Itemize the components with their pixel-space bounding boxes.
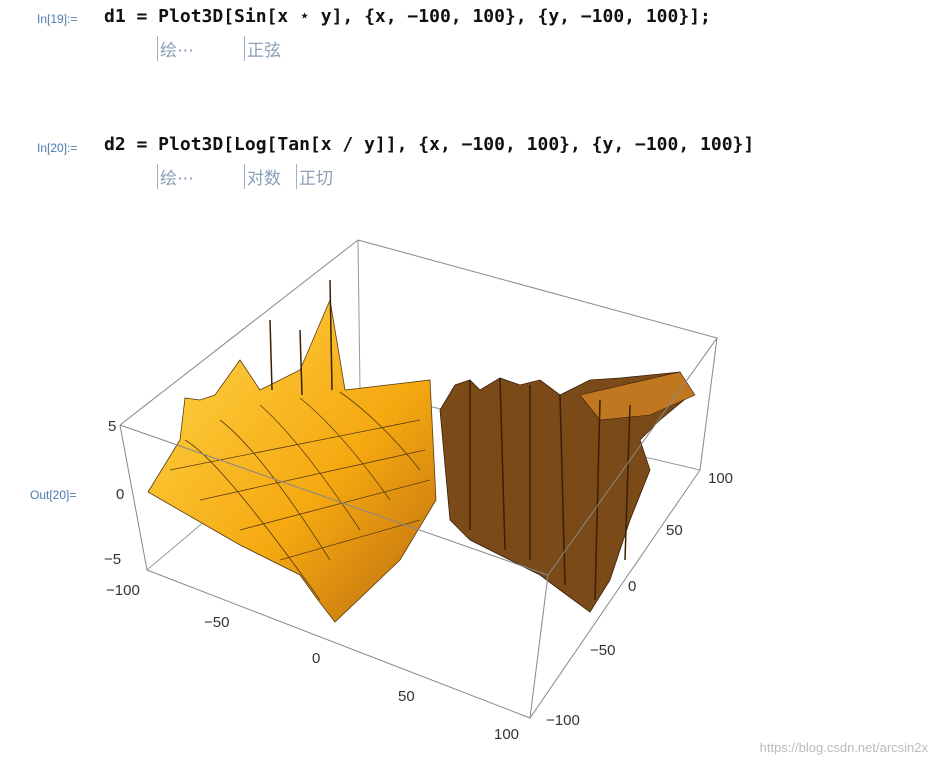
box-front (119, 239, 718, 719)
spikes (269, 279, 631, 601)
surface-smooth (147, 298, 437, 623)
hint[interactable]: 绘⋯ (157, 36, 194, 61)
watermark: https://blog.csdn.net/arcsin2x (759, 740, 928, 755)
mesh (169, 391, 431, 601)
x-tick-label: −100 (106, 582, 140, 599)
y-tick-label: 0 (628, 578, 637, 595)
input-code[interactable]: d1 = Plot3D[Sin[x ⋆ y], {x, −100, 100}, … (104, 6, 711, 27)
z-tick-label: 0 (116, 486, 125, 503)
x-tick-label: 100 (494, 726, 520, 743)
input-code[interactable]: d2 = Plot3D[Log[Tan[x / y]], {x, −100, 1… (104, 134, 755, 155)
surface-ridge (579, 371, 696, 421)
input-label: In[19]:= (37, 12, 78, 26)
z-tick-label: 5 (108, 418, 117, 435)
x-tick-label: −50 (204, 614, 230, 631)
y-tick-label: 50 (666, 522, 683, 539)
hint[interactable]: 正弦 (244, 36, 281, 61)
z-tick-label: −5 (104, 551, 122, 568)
input-label: In[20]:= (37, 141, 78, 155)
hint[interactable]: 绘⋯ (157, 164, 194, 189)
output-label: Out[20]= (30, 488, 77, 502)
x-tick-label: 50 (398, 688, 415, 705)
x-tick-label: 0 (312, 650, 321, 667)
y-tick-label: −100 (546, 712, 580, 729)
hint[interactable]: 对数 (244, 164, 281, 189)
y-tick-label: −50 (590, 642, 616, 659)
y-tick-label: 100 (708, 470, 734, 487)
hint[interactable]: 正切 (296, 164, 333, 189)
